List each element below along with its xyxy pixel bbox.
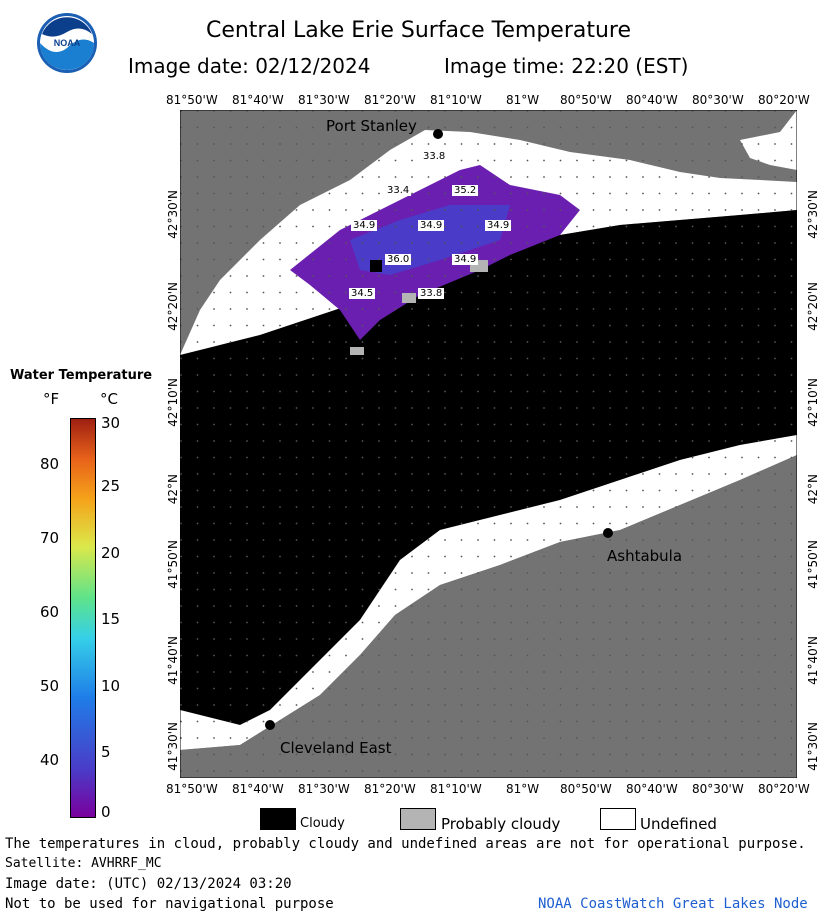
unit-fahrenheit: °F [43, 390, 60, 408]
temp-label: 36.0 [385, 254, 412, 265]
temp-label: 34.9 [418, 220, 445, 231]
lat-label: 41°50'N [806, 540, 820, 589]
lon-label: 81°40'W [232, 93, 284, 107]
c-tick: 30 [101, 414, 121, 432]
probably-cloudy-label: Probably cloudy [441, 815, 561, 833]
c-tick: 20 [101, 544, 121, 562]
lon-label: 81°40'W [232, 782, 284, 796]
lon-label: 81°20'W [364, 782, 416, 796]
lat-label: 42°30'N [806, 190, 820, 239]
temp-label: 34.9 [351, 220, 378, 231]
lon-label: 80°40'W [626, 782, 678, 796]
lat-label: 42°10'N [806, 378, 820, 427]
lon-label: 80°50'W [560, 93, 612, 107]
temp-label: 33.8 [421, 151, 448, 162]
f-tick: 60 [40, 603, 60, 621]
lon-label: 81°10'W [430, 782, 482, 796]
color-scale-bar [70, 418, 96, 818]
lon-label: 80°40'W [626, 93, 678, 107]
lake-map [180, 110, 797, 778]
lon-label: 80°50'W [560, 782, 612, 796]
f-tick: 40 [40, 751, 60, 769]
lon-label: 81°W [506, 93, 540, 107]
image-date: Image date: 02/12/2024 [128, 54, 371, 78]
lat-label: 42°N [166, 474, 180, 505]
port-stanley-marker [433, 129, 443, 139]
temp-label: 34.9 [452, 254, 479, 265]
cleveland-east-label: Cleveland East [280, 739, 392, 757]
lon-label: 80°20'W [758, 782, 810, 796]
navigation-note: Not to be used for navigational purpose [5, 896, 334, 912]
lat-label: 41°30'N [166, 722, 180, 771]
ashtabula-label: Ashtabula [607, 547, 683, 565]
c-tick: 15 [101, 610, 121, 628]
probably-cloudy-swatch [400, 808, 436, 830]
unit-celsius: °C [100, 390, 118, 408]
lat-label: 42°20'N [166, 282, 180, 331]
temp-label: 34.9 [485, 220, 512, 231]
lon-label: 81°30'W [298, 782, 350, 796]
svg-text:NOAA: NOAA [54, 38, 81, 48]
lat-label: 41°30'N [806, 722, 820, 771]
lon-label: 80°30'W [692, 93, 744, 107]
f-tick: 50 [40, 677, 60, 695]
temp-label: 33.8 [418, 288, 445, 299]
undefined-swatch [600, 808, 636, 830]
lon-label: 81°20'W [364, 93, 416, 107]
lon-label: 81°W [506, 782, 540, 796]
temp-label: 33.4 [385, 185, 412, 196]
f-tick: 70 [40, 529, 60, 547]
cloudy-swatch [260, 808, 296, 830]
satellite-info: Satellite: AVHRRF_MC [5, 856, 162, 871]
lon-label: 81°50'W [166, 93, 218, 107]
lat-label: 42°20'N [806, 282, 820, 331]
lat-label: 42°10'N [166, 378, 180, 427]
operational-note: The temperatures in cloud, probably clou… [5, 836, 806, 852]
noaa-logo: NOAA [37, 13, 97, 73]
f-tick: 80 [40, 455, 60, 473]
image-time: Image time: 22:20 (EST) [444, 54, 689, 78]
utc-date: Image date: (UTC) 02/13/2024 03:20 [5, 876, 292, 892]
c-tick: 0 [101, 803, 111, 821]
temp-label: 34.5 [349, 288, 376, 299]
c-tick: 25 [101, 477, 121, 495]
c-tick: 10 [101, 677, 121, 695]
lon-label: 80°20'W [758, 93, 810, 107]
lon-label: 81°30'W [298, 93, 350, 107]
lat-label: 42°N [806, 474, 820, 505]
port-stanley-label: Port Stanley [326, 117, 417, 135]
lat-label: 41°40'N [166, 636, 180, 685]
map-title: Central Lake Erie Surface Temperature [205, 18, 632, 43]
c-tick: 5 [101, 743, 111, 761]
cleveland-east-marker [265, 720, 275, 730]
temp-label: 35.2 [452, 185, 479, 196]
lat-label: 41°40'N [806, 636, 820, 685]
lon-label: 81°50'W [166, 782, 218, 796]
lat-label: 41°50'N [166, 540, 180, 589]
legend-title: Water Temperature [10, 368, 153, 383]
lon-label: 80°30'W [692, 782, 744, 796]
ashtabula-marker [603, 528, 613, 538]
lat-label: 42°30'N [166, 190, 180, 239]
lon-label: 81°10'W [430, 93, 482, 107]
cloudy-label: Cloudy [300, 816, 345, 831]
undefined-label: Undefined [640, 815, 717, 833]
credit-link[interactable]: NOAA CoastWatch Great Lakes Node [538, 896, 808, 912]
